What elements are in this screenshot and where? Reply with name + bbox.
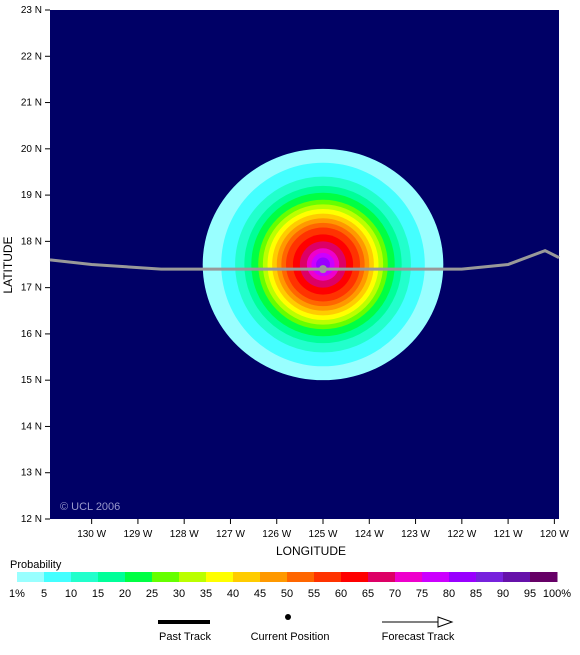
- legend-label: 65: [362, 588, 374, 600]
- forecast-track-label: Forecast Track: [382, 631, 455, 643]
- legend-label: 45: [254, 588, 266, 600]
- legend-swatch: [530, 572, 558, 582]
- legend-swatch: [314, 572, 342, 582]
- legend-label: 50: [281, 588, 293, 600]
- y-tick-label: 13 N: [21, 468, 42, 479]
- legend-swatch: [179, 572, 207, 582]
- x-tick-label: 125 W: [309, 529, 338, 540]
- x-tick-label: 130 W: [77, 529, 106, 540]
- y-tick-label: 14 N: [21, 421, 42, 432]
- x-tick-label: 124 W: [355, 529, 384, 540]
- y-tick-label: 19 N: [21, 190, 42, 201]
- legend-label: 20: [119, 588, 131, 600]
- legend-swatch: [449, 572, 477, 582]
- legend-swatch: [476, 572, 504, 582]
- legend-label: 5: [41, 588, 47, 600]
- legend-label: 1%: [9, 588, 25, 600]
- legend-label: 60: [335, 588, 347, 600]
- legend-title: Probability: [10, 559, 62, 571]
- probability-legend: 1% 5 10 15 20 25 30 35 40 45 50 55 60 65 70 75 80 85 90 95 1…: [9, 572, 571, 600]
- past-track-label: Past Track: [159, 631, 211, 643]
- storm-track: [49, 248, 560, 274]
- y-tick-label: 22 N: [21, 51, 42, 62]
- y-tick-label: 20 N: [21, 144, 42, 155]
- legend-swatch: [395, 572, 423, 582]
- x-axis-title: LONGITUDE: [276, 544, 346, 558]
- legend-label: 75: [416, 588, 428, 600]
- legend-label: 55: [308, 588, 320, 600]
- x-tick-label: 127 W: [216, 529, 245, 540]
- legend-label: 10: [65, 588, 77, 600]
- legend-swatch: [206, 572, 234, 582]
- legend-swatch: [98, 572, 126, 582]
- legend-label: 90: [497, 588, 509, 600]
- legend-swatch: [368, 572, 396, 582]
- legend-swatch: [44, 572, 72, 582]
- legend-swatch: [125, 572, 153, 582]
- legend-label: 85: [470, 588, 482, 600]
- axis-ticks: 130 W 129 W 128 W 127 W 126 W 125 W 124 W 123 W…: [21, 5, 570, 540]
- x-tick-label: 126 W: [262, 529, 291, 540]
- forecast-arrow-head: [437, 616, 454, 628]
- x-tick-label: 129 W: [123, 529, 152, 540]
- y-tick-label: 21 N: [21, 98, 42, 109]
- legend-swatch: [17, 572, 45, 582]
- y-tick-label: 23 N: [21, 5, 42, 16]
- legend-swatch: [260, 572, 288, 582]
- current-position-symbol: [285, 614, 291, 620]
- y-tick-label: 15 N: [21, 375, 42, 386]
- legend-label: 80: [443, 588, 455, 600]
- current-position-marker: [319, 265, 328, 274]
- copyright-label: © UCL 2006: [60, 501, 120, 513]
- legend-swatch: [71, 572, 99, 582]
- legend-label: 25: [146, 588, 158, 600]
- x-tick-label: 122 W: [447, 529, 476, 540]
- legend-label: 35: [200, 588, 212, 600]
- x-tick-label: 128 W: [170, 529, 199, 540]
- y-tick-label: 16 N: [21, 329, 42, 340]
- legend-swatch: [152, 572, 180, 582]
- legend-label: 70: [389, 588, 401, 600]
- legend-swatch: [503, 572, 531, 582]
- track-line: [49, 248, 560, 271]
- legend-label: 30: [173, 588, 185, 600]
- legend-label: 95: [524, 588, 536, 600]
- y-axis-title: LATITUDE: [1, 236, 15, 293]
- probability-field: [202, 148, 444, 381]
- legend-label: 100%: [543, 588, 571, 600]
- x-tick-label: 121 W: [494, 529, 523, 540]
- legend-label: 15: [92, 588, 104, 600]
- legend-swatch: [422, 572, 450, 582]
- x-tick-label: 123 W: [401, 529, 430, 540]
- x-tick-label: 120 W: [540, 529, 569, 540]
- legend-swatch: [341, 572, 369, 582]
- current-position-label: Current Position: [251, 631, 330, 643]
- legend-label: 40: [227, 588, 239, 600]
- y-tick-label: 12 N: [21, 514, 42, 525]
- y-tick-label: 17 N: [21, 283, 42, 294]
- legend-swatch: [233, 572, 261, 582]
- legend-swatch: [287, 572, 315, 582]
- y-tick-label: 18 N: [21, 236, 42, 247]
